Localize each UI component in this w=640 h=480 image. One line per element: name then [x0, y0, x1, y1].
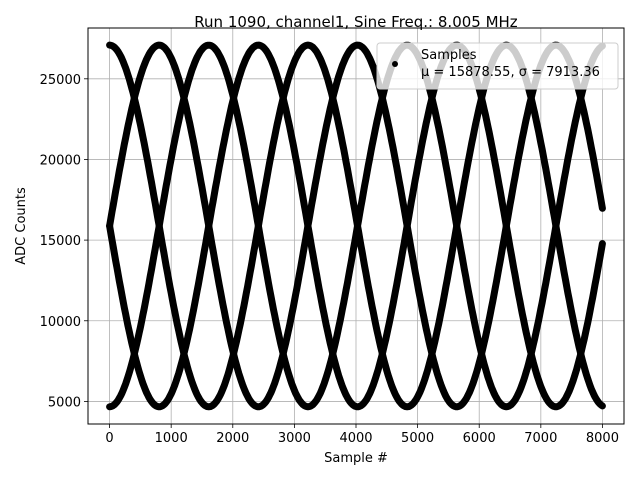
chart-title: Run 1090, channel1, Sine Freq.: 8.005 MH… — [194, 13, 518, 31]
legend-entry-stats: μ = 15878.55, σ = 7913.36 — [421, 65, 600, 80]
x-tick-label: 1000 — [155, 431, 188, 446]
y-tick-label: 5000 — [48, 395, 81, 410]
x-tick-label: 7000 — [524, 431, 557, 446]
y-tick-label: 10000 — [40, 315, 81, 330]
x-tick-label: 2000 — [216, 431, 249, 446]
legend: Samples μ = 15878.55, σ = 7913.36 — [376, 42, 619, 90]
sample-trace-3 — [106, 41, 606, 411]
x-tick-label: 6000 — [463, 431, 496, 446]
legend-entry-series: Samples — [421, 48, 477, 63]
x-tick-label: 0 — [105, 431, 113, 446]
legend-box — [376, 42, 619, 90]
x-tick-label: 8000 — [586, 431, 619, 446]
sample-trace-4 — [106, 41, 606, 411]
y-tick-label: 20000 — [40, 153, 81, 168]
y-tick-label: 25000 — [40, 73, 81, 88]
x-tick-label: 3000 — [278, 431, 311, 446]
x-axis-label: Sample # — [324, 451, 388, 466]
y-axis: 5000 10000 15000 20000 25000 — [40, 73, 88, 410]
x-tick-label: 4000 — [339, 431, 372, 446]
x-tick-label: 5000 — [401, 431, 434, 446]
sample-trace-2 — [106, 41, 606, 411]
y-axis-label: ADC Counts — [14, 187, 29, 265]
y-tick-label: 15000 — [40, 234, 81, 249]
x-axis: 0 1000 2000 3000 4000 5000 6000 7000 8000 — [105, 424, 619, 446]
legend-marker — [392, 61, 398, 67]
